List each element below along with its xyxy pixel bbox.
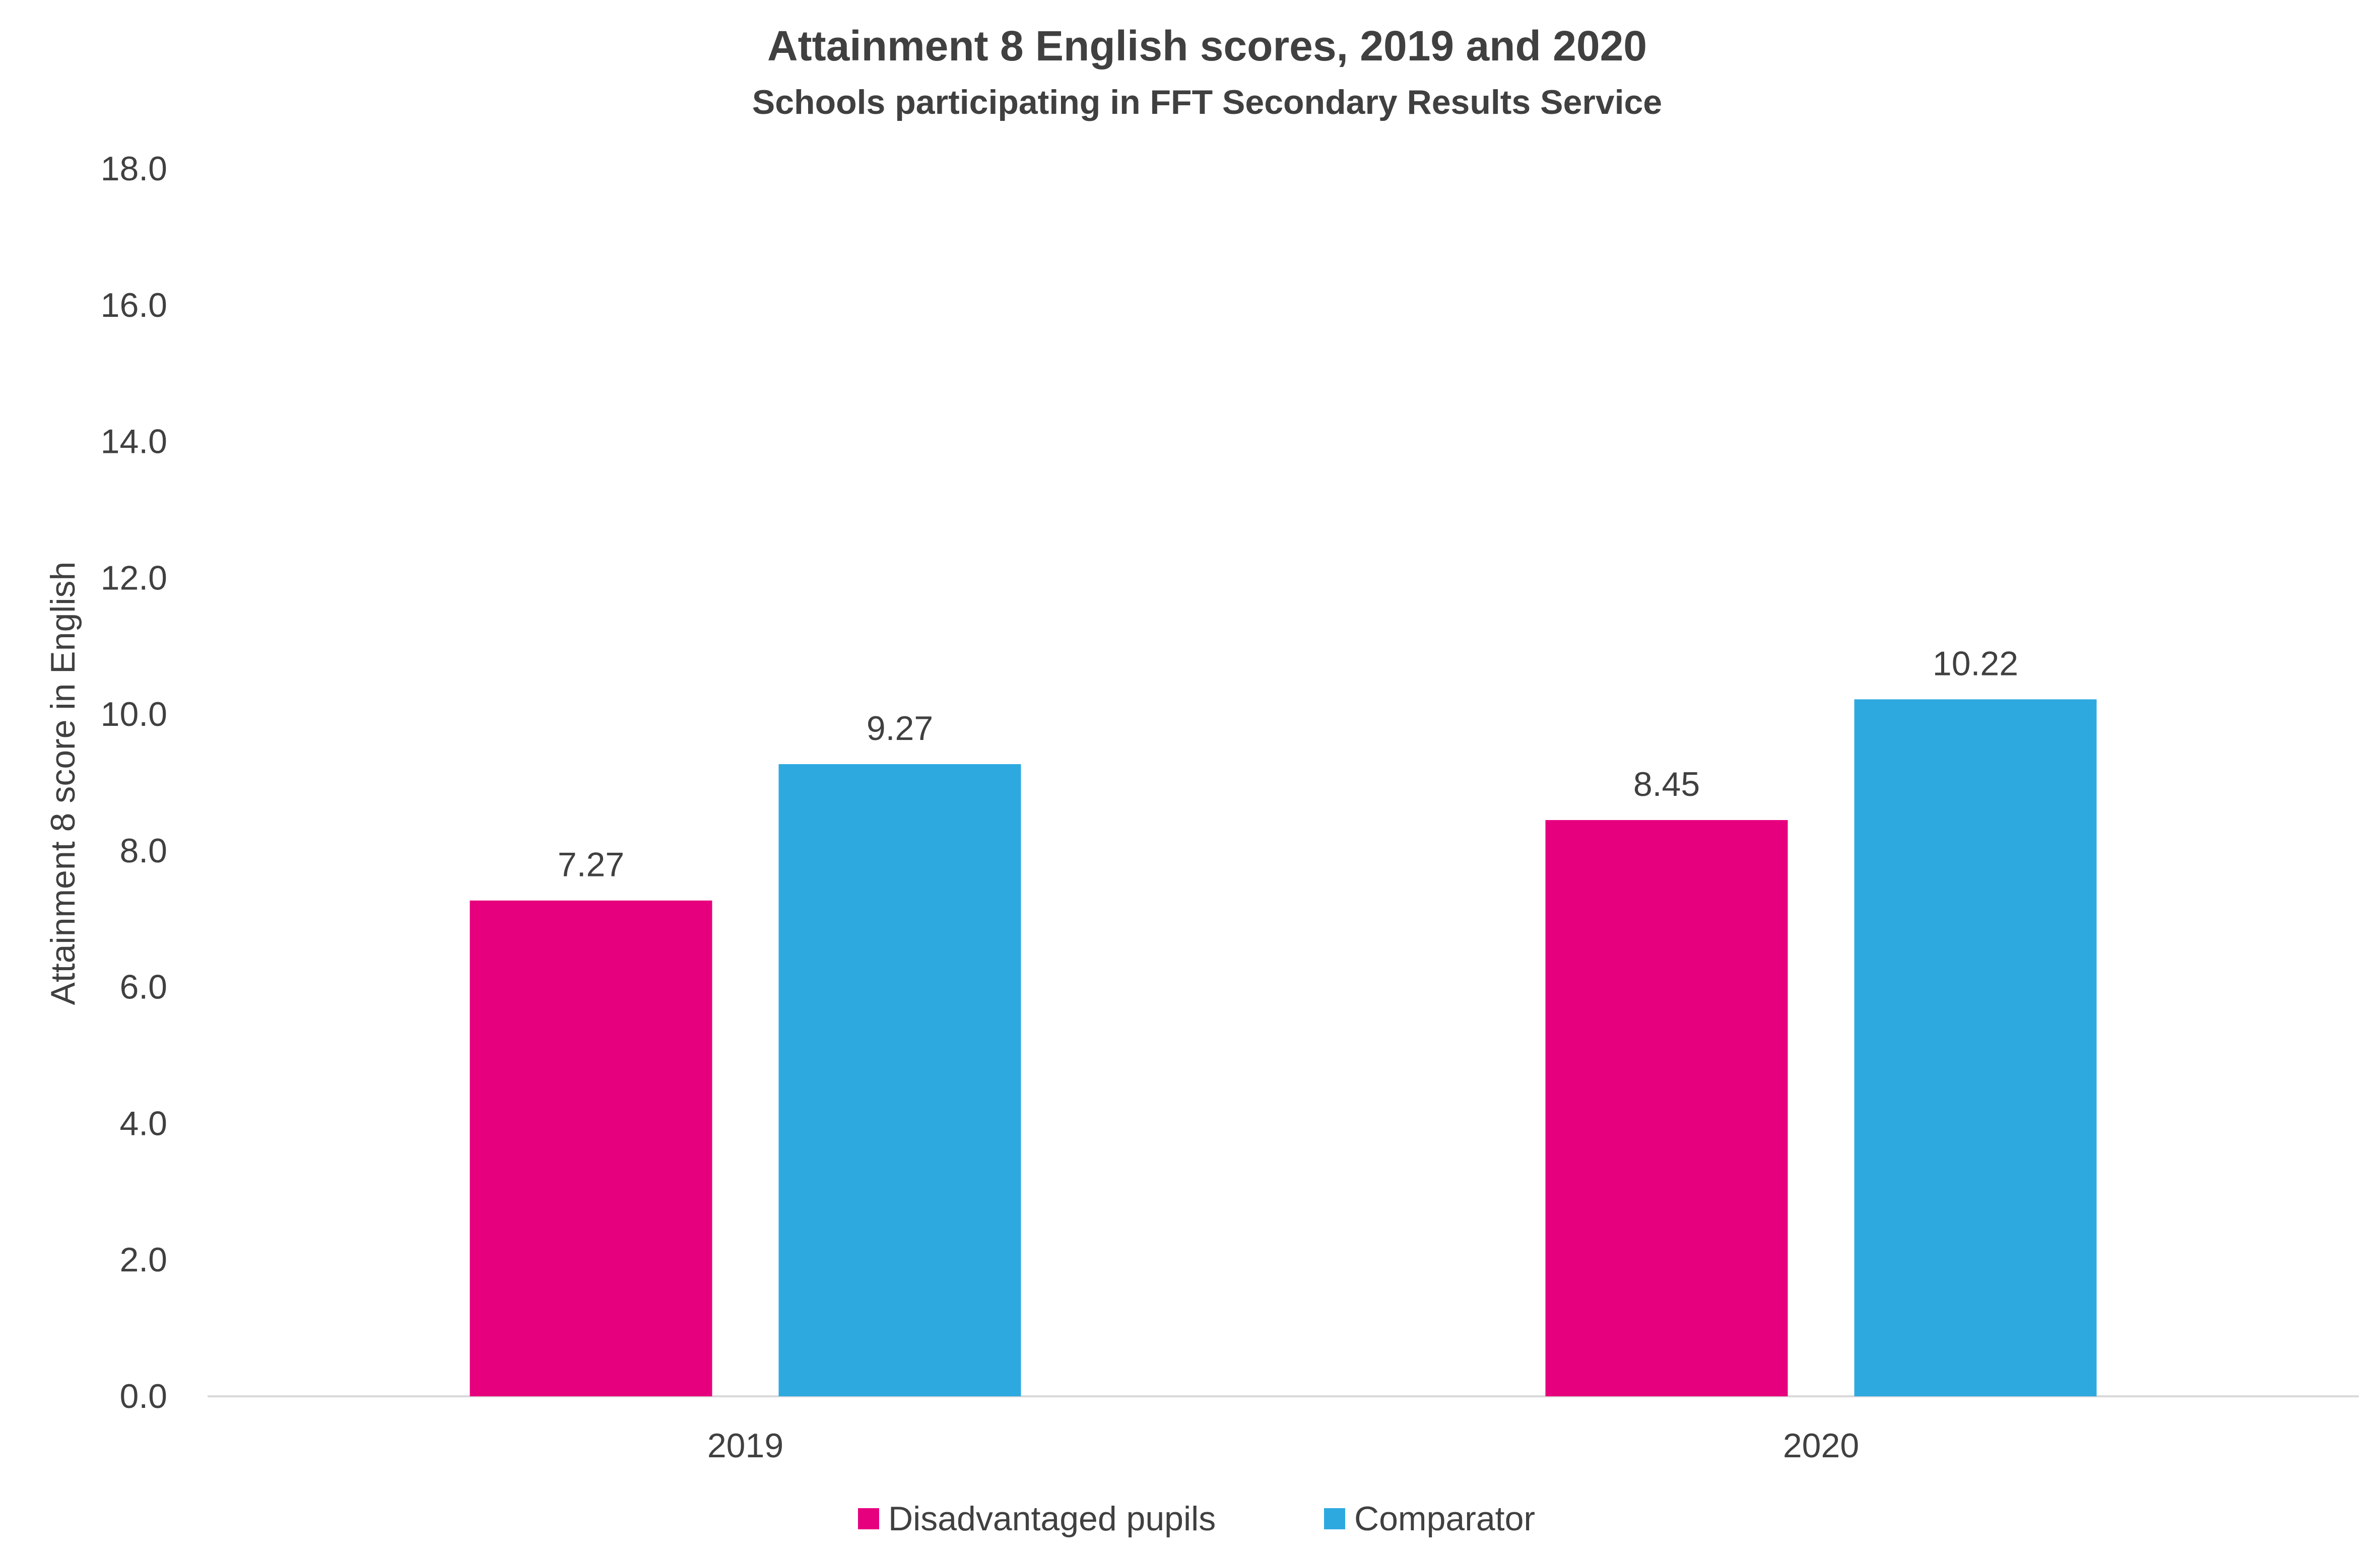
bar-2019-0	[470, 900, 712, 1396]
y-tick-label: 8.0	[119, 832, 167, 870]
x-tick-label: 2019	[707, 1427, 783, 1465]
data-label: 8.45	[1633, 765, 1700, 803]
y-axis-ticks: 0.0 2.0 4.0 6.0 8.0 10.0 12.0 14.0 16.0 18.0	[101, 150, 167, 1415]
y-tick-label: 12.0	[101, 559, 167, 597]
y-tick-label: 10.0	[101, 695, 167, 733]
x-tick-label: 2020	[1783, 1427, 1859, 1465]
data-label: 10.22	[1933, 644, 2018, 683]
legend-label: Disadvantaged pupils	[888, 1500, 1216, 1538]
legend[interactable]: Disadvantaged pupils Comparator	[858, 1500, 1535, 1538]
chart-title: Attainment 8 English scores, 2019 and 20…	[767, 22, 1647, 70]
bar-2020-1	[1854, 699, 2097, 1396]
bar-2019-1	[778, 764, 1021, 1396]
y-tick-label: 0.0	[119, 1377, 167, 1415]
y-axis-title: Attainment 8 score in English	[44, 562, 82, 1005]
y-tick-label: 14.0	[101, 423, 167, 461]
category-labels-group: 2019 2020	[707, 1427, 1859, 1465]
y-tick-label: 2.0	[119, 1241, 167, 1279]
legend-label: Comparator	[1354, 1500, 1535, 1538]
legend-item[interactable]: Disadvantaged pupils	[858, 1500, 1216, 1538]
bars-group	[470, 699, 2097, 1396]
data-label: 7.27	[558, 846, 624, 884]
y-tick-label: 16.0	[101, 286, 167, 324]
chart-subtitle: Schools participating in FFT Secondary R…	[752, 83, 1662, 121]
bar-2020-0	[1545, 820, 1788, 1396]
legend-swatch	[858, 1508, 879, 1529]
data-label: 9.27	[867, 709, 933, 748]
y-tick-label: 6.0	[119, 968, 167, 1006]
data-labels-group: 7.27 9.27 8.45 10.22	[558, 644, 2018, 884]
legend-swatch	[1324, 1508, 1345, 1529]
y-tick-label: 18.0	[101, 150, 167, 188]
y-tick-label: 4.0	[119, 1104, 167, 1142]
legend-item[interactable]: Comparator	[1324, 1500, 1535, 1538]
